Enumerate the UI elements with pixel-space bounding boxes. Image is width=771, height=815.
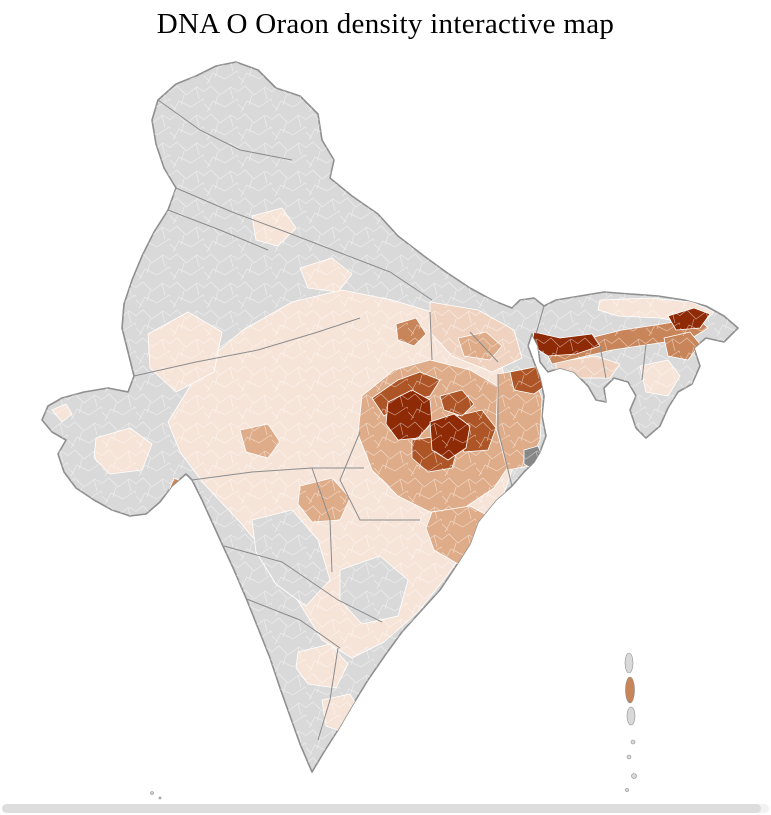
lakshadweep-islet-1[interactable] [150,791,154,795]
andaman-islet-1[interactable] [630,739,636,745]
nicobar-island-2[interactable] [625,788,629,792]
andaman-island-middle[interactable] [625,676,635,704]
andaman-island-north[interactable] [624,652,634,674]
andaman-islet-2[interactable] [626,754,632,760]
goa-coast-moderate[interactable] [173,555,213,611]
andaman-island-south[interactable] [626,706,636,726]
nicobar-island-1[interactable] [631,773,637,779]
state-borders [133,99,647,741]
lakshadweep-islet-2[interactable] [158,796,162,800]
page-title: DNA O Oraon density interactive map [156,8,615,40]
scrollbar-thumb[interactable] [2,804,762,813]
district-boundaries-texture [42,62,738,772]
horizontal-scrollbar[interactable] [2,804,769,813]
